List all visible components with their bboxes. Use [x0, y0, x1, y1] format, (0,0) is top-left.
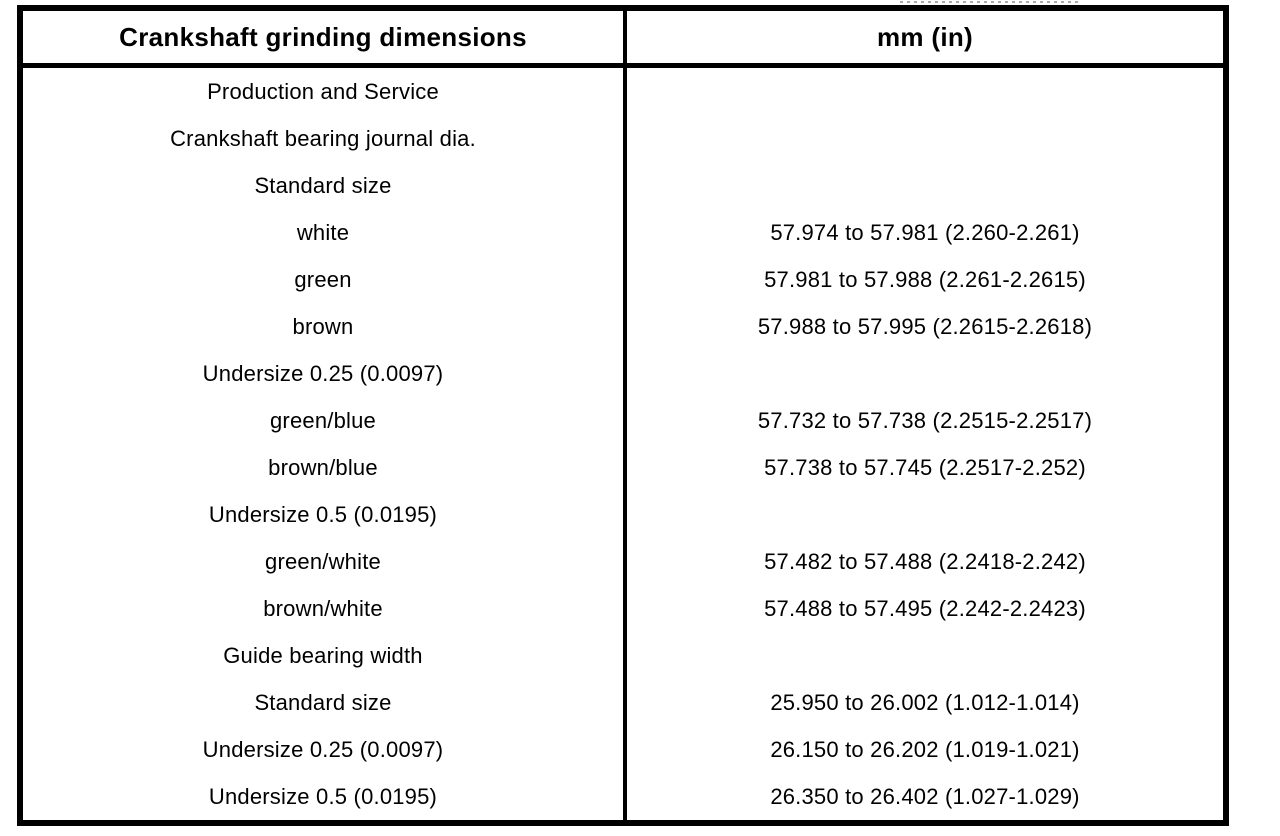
- row-label: Crankshaft bearing journal dia.: [170, 125, 476, 151]
- row-label: Guide bearing width: [223, 642, 423, 668]
- table-row: Crankshaft bearing journal dia.: [23, 115, 1223, 162]
- row-label: Undersize 0.5 (0.0195): [208, 783, 438, 809]
- table-row: brown/white 57.488 to 57.495 (2.242-2.242…: [23, 585, 1223, 632]
- table-row: Standard size 25.950 to 26.002 (1.012-1.0…: [23, 679, 1223, 726]
- table-row: green/blue 57.732 to 57.738 (2.2515-2.251…: [23, 397, 1223, 444]
- header-dimensions-label: Crankshaft grinding dimensions: [119, 21, 527, 52]
- table-row: green 57.981 to 57.988 (2.261-2.2615): [23, 256, 1223, 303]
- row-label: brown/blue: [268, 454, 378, 480]
- row-value: 57.988 to 57.995 (2.2615-2.2618): [623, 303, 1223, 350]
- row-label: green/blue: [270, 407, 376, 433]
- row-label: Undersize 0.5 (0.0195): [208, 501, 438, 527]
- table-body: Production and Service Crankshaft bearing…: [23, 68, 1223, 820]
- row-label: green/white: [265, 548, 381, 574]
- row-label: Undersize 0.25 (0.0097): [202, 360, 444, 386]
- table-row: Undersize 0.5 (0.0195): [23, 491, 1223, 538]
- row-value: 57.482 to 57.488 (2.2418-2.242): [623, 538, 1223, 585]
- row-value: [623, 68, 1223, 115]
- row-value: 26.350 to 26.402 (1.027-1.029): [623, 773, 1223, 820]
- row-label: Standard size: [254, 172, 392, 198]
- table-row: brown 57.988 to 57.995 (2.2615-2.2618): [23, 303, 1223, 350]
- table-header-row: Crankshaft grinding dimensions mm (in): [23, 11, 1223, 68]
- row-label: white: [296, 219, 350, 245]
- row-label: Standard size: [254, 689, 392, 715]
- table-row: Standard size: [23, 162, 1223, 209]
- crankshaft-dimensions-table: Crankshaft grinding dimensions mm (in) P…: [17, 5, 1229, 826]
- table-row: Undersize 0.5 (0.0195) 26.350 to 26.402 (…: [23, 773, 1223, 820]
- header-units-label: mm (in): [623, 11, 1223, 63]
- row-label: Undersize 0.25 (0.0097): [202, 736, 444, 762]
- row-value: 26.150 to 26.202 (1.019-1.021): [623, 726, 1223, 773]
- table-row: brown/blue 57.738 to 57.745 (2.2517-2.252…: [23, 444, 1223, 491]
- row-value: [623, 632, 1223, 679]
- row-value: 57.974 to 57.981 (2.260-2.261): [623, 209, 1223, 256]
- row-label: green: [294, 266, 352, 292]
- row-value: 57.488 to 57.495 (2.242-2.2423): [623, 585, 1223, 632]
- row-label: brown/white: [263, 595, 383, 621]
- row-value: [623, 350, 1223, 397]
- row-value: 25.950 to 26.002 (1.012-1.014): [623, 679, 1223, 726]
- row-value: [623, 491, 1223, 538]
- table-row: white 57.974 to 57.981 (2.260-2.261): [23, 209, 1223, 256]
- row-label: brown: [292, 313, 354, 339]
- row-value: [623, 115, 1223, 162]
- table-row: Undersize 0.25 (0.0097): [23, 350, 1223, 397]
- table-row: Production and Service: [23, 68, 1223, 115]
- table-row: Undersize 0.25 (0.0097) 26.150 to 26.202 …: [23, 726, 1223, 773]
- row-value: 57.738 to 57.745 (2.2517-2.252): [623, 444, 1223, 491]
- row-value: 57.981 to 57.988 (2.261-2.2615): [623, 256, 1223, 303]
- row-value: 57.732 to 57.738 (2.2515-2.2517): [623, 397, 1223, 444]
- scan-artifact: [900, 1, 1080, 3]
- table-row: Guide bearing width: [23, 632, 1223, 679]
- row-value: [623, 162, 1223, 209]
- row-label: Production and Service: [207, 78, 439, 104]
- table-row: green/white 57.482 to 57.488 (2.2418-2.24…: [23, 538, 1223, 585]
